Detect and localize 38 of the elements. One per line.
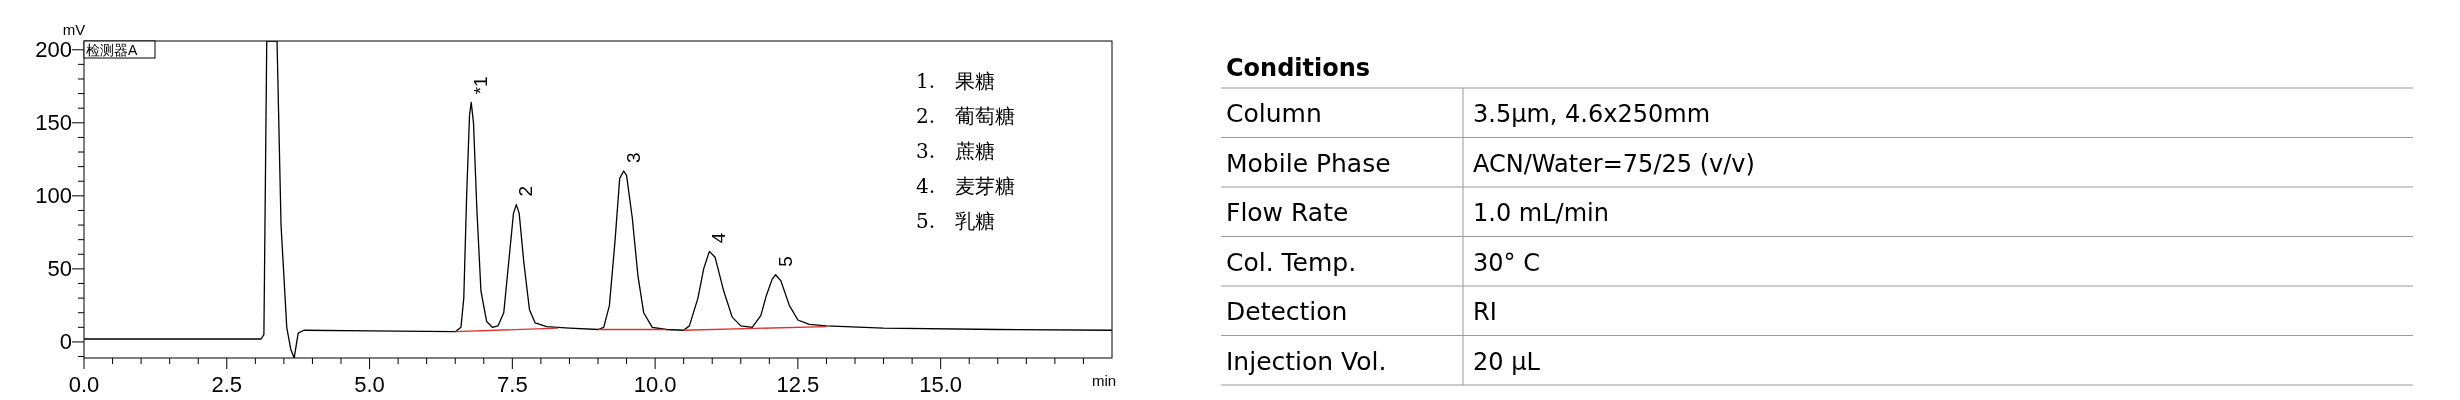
annotation: 3. 蔗糖 bbox=[916, 139, 996, 163]
y-tick-label: 150 bbox=[35, 109, 72, 135]
x-tick-label: 12.5 bbox=[776, 372, 820, 397]
text: ACN/Water=75/25 (v/v) bbox=[1473, 149, 1755, 178]
text: 1.0 mL/min bbox=[1473, 199, 1609, 227]
y-tick-label: 100 bbox=[35, 182, 72, 208]
text: 20 μL bbox=[1473, 347, 1541, 376]
x-tick-label: 2.5 bbox=[211, 372, 243, 397]
x-tick-label: 0.0 bbox=[68, 372, 100, 397]
category-label: Flow Rate bbox=[1226, 198, 1349, 227]
text: 3.5μm, 4.6x250mm bbox=[1473, 100, 1711, 128]
annotation: 2 bbox=[515, 186, 537, 197]
annotation: 5. 乳糖 bbox=[916, 209, 996, 233]
annotation: 2. 葡萄糖 bbox=[916, 104, 1016, 128]
text: Conditions bbox=[1226, 54, 1371, 82]
x-tick-label: 5.0 bbox=[354, 372, 385, 397]
category-label: Detection bbox=[1226, 297, 1348, 326]
category-label: Column bbox=[1226, 99, 1322, 128]
y-tick-label: 200 bbox=[35, 36, 72, 62]
category-label: Injection Vol. bbox=[1226, 346, 1387, 376]
y-tick-label: 50 bbox=[47, 255, 72, 281]
x-tick-label: 7.5 bbox=[497, 372, 528, 397]
x-tick-label: 15.0 bbox=[919, 372, 963, 397]
annotation: 3 bbox=[622, 152, 644, 164]
category-label: Col. Temp. bbox=[1226, 247, 1357, 277]
annotation: 检测器A bbox=[86, 42, 138, 58]
annotation: 4 bbox=[708, 232, 730, 244]
text: RI bbox=[1473, 298, 1497, 326]
annotation: 4. 麦芽糖 bbox=[916, 174, 1016, 198]
x-axis-title: min bbox=[1091, 372, 1117, 389]
annotation: 1. 果糖 bbox=[916, 69, 996, 93]
category-label: Mobile Phase bbox=[1226, 148, 1391, 178]
x-tick-label: 10.0 bbox=[633, 372, 677, 397]
annotation: 5 bbox=[774, 256, 796, 267]
text: 30° C bbox=[1473, 248, 1540, 277]
annotation: *1 bbox=[470, 76, 492, 95]
y-tick-label: 0 bbox=[59, 328, 72, 354]
y-axis-title: mV bbox=[62, 21, 86, 38]
